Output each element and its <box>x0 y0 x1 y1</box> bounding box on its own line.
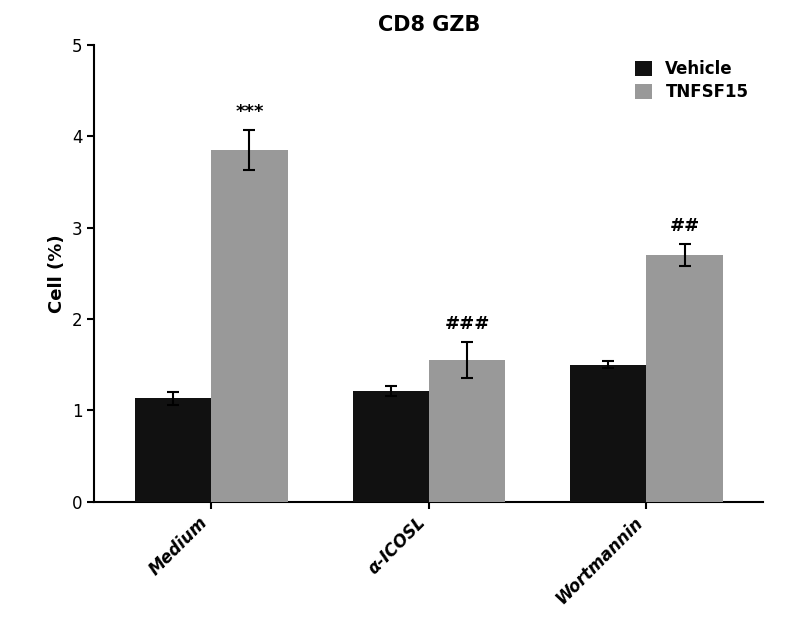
Text: ###: ### <box>445 314 490 332</box>
Title: CD8 GZB: CD8 GZB <box>378 15 480 35</box>
Text: ##: ## <box>670 217 700 235</box>
Y-axis label: Cell (%): Cell (%) <box>49 234 66 312</box>
Text: ***: *** <box>235 103 264 121</box>
Bar <box>571 365 646 502</box>
Bar <box>429 360 505 502</box>
Bar <box>353 391 429 502</box>
Bar <box>135 399 212 502</box>
Bar <box>646 255 722 502</box>
Legend: Vehicle, TNFSF15: Vehicle, TNFSF15 <box>629 53 755 107</box>
Bar <box>212 150 287 502</box>
